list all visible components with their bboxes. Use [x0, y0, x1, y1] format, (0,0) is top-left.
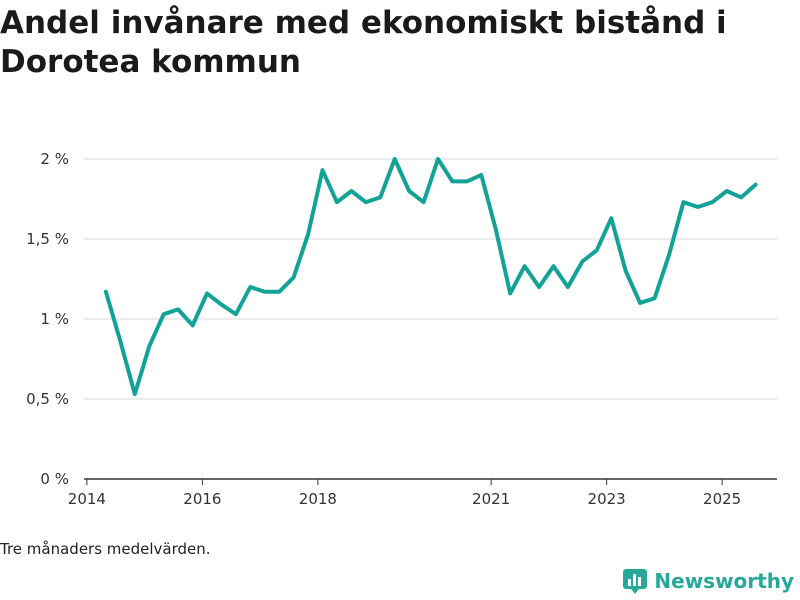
series-layer: [103, 157, 758, 397]
footnote: Tre månaders medelvärden.: [0, 540, 211, 558]
x-tick-label: 2016: [183, 490, 221, 508]
y-tick-label: 0,5 %: [26, 390, 69, 408]
x-tick-label: 2023: [588, 490, 626, 508]
x-tick-label: 2014: [68, 490, 106, 508]
x-tick-label: 2021: [472, 490, 510, 508]
series-line: [103, 157, 758, 397]
gridlines: [84, 158, 777, 400]
x-tick-label: 2018: [299, 490, 337, 508]
y-tick-label: 2 %: [40, 150, 69, 168]
y-tick-label: 1,5 %: [26, 230, 69, 248]
brand-name: Newsworthy: [654, 569, 794, 593]
bar-chart-logo-icon: [623, 569, 648, 594]
brand-logo[interactable]: Newsworthy: [622, 568, 794, 594]
x-tick-label: 2025: [703, 490, 741, 508]
y-axis-ticks: 0 % 0,5 % 1 % 1,5 % 2 %: [26, 150, 69, 488]
chart-title: Andel invånare med ekonomiskt bistånd i …: [0, 5, 727, 80]
y-tick-label: 0 %: [40, 470, 69, 488]
y-tick-label: 1 %: [40, 310, 69, 328]
x-axis-ticks: 2014 2016 2018 2021 2023 2025: [68, 479, 741, 508]
